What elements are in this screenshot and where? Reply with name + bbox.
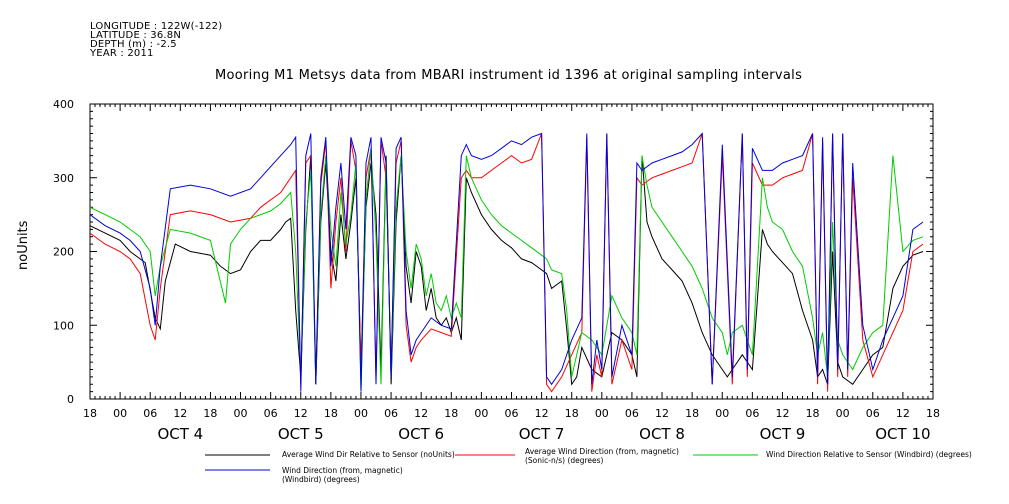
- x-day-label: OCT 5: [278, 425, 324, 443]
- x-tick-label: 00: [836, 407, 850, 420]
- latitude-label: LATITUDE : 36.8N: [90, 30, 182, 41]
- depth-label: DEPTH (m) : -2.5: [90, 39, 177, 50]
- x-day-label: OCT 10: [875, 425, 930, 443]
- x-tick-label: 06: [866, 407, 880, 420]
- x-day-label: OCT 8: [639, 425, 685, 443]
- x-tick-label: 06: [384, 407, 398, 420]
- series-line-0: [90, 155, 924, 386]
- x-tick-label: 12: [294, 407, 308, 420]
- x-tick-label: 18: [324, 407, 338, 420]
- series-line-1: [90, 133, 924, 393]
- x-tick-label: 12: [896, 407, 910, 420]
- x-tick-label: 18: [565, 407, 579, 420]
- y-tick-label: 0: [67, 393, 74, 406]
- x-day-label: OCT 6: [398, 425, 444, 443]
- x-day-label: OCT 7: [519, 425, 565, 443]
- x-tick-label: 18: [806, 407, 820, 420]
- y-tick-label: 300: [53, 172, 74, 185]
- y-tick-label: 400: [53, 98, 74, 111]
- x-tick-label: 12: [655, 407, 669, 420]
- x-tick-label: 06: [505, 407, 519, 420]
- x-tick-label: 18: [444, 407, 458, 420]
- x-tick-label: 12: [775, 407, 789, 420]
- legend-label-series-3: Wind Direction (from, magnetic) (Windbir…: [282, 466, 403, 484]
- x-tick-label: 12: [535, 407, 549, 420]
- x-tick-label: 00: [234, 407, 248, 420]
- x-tick-label: 00: [715, 407, 729, 420]
- x-tick-label: 06: [625, 407, 639, 420]
- legend-label-series-0: Average Wind Dir Relative to Sensor (noU…: [282, 450, 455, 459]
- series-line-2: [90, 148, 924, 392]
- x-tick-label: 12: [414, 407, 428, 420]
- chart-title: Mooring M1 Metsys data from MBARI instru…: [215, 68, 803, 83]
- legend-label-series-2: Wind Direction Relative to Sensor (Windb…: [766, 450, 972, 459]
- x-tick-label: 12: [173, 407, 187, 420]
- series-line-3: [90, 132, 924, 392]
- x-tick-label: 00: [354, 407, 368, 420]
- x-tick-label: 06: [264, 407, 278, 420]
- x-day-label: OCT 9: [760, 425, 806, 443]
- y-tick-label: 200: [53, 246, 74, 259]
- year-label: YEAR : 2011: [90, 48, 154, 59]
- x-tick-label: 06: [143, 407, 157, 420]
- x-tick-label: 00: [113, 407, 127, 420]
- x-tick-label: 00: [474, 407, 488, 420]
- x-tick-label: 06: [745, 407, 759, 420]
- plot-frame: [89, 103, 934, 400]
- x-tick-label: 18: [926, 407, 940, 420]
- legend-label-series-1: Average Wind Direction (from, magnetic) …: [525, 447, 679, 465]
- x-tick-label: 18: [83, 407, 97, 420]
- y-tick-label: 100: [53, 319, 74, 332]
- longitude-label: LONGITUDE : 122W(-122): [90, 21, 223, 32]
- x-tick-label: 18: [203, 407, 217, 420]
- x-tick-label: 00: [595, 407, 609, 420]
- x-tick-label: 18: [685, 407, 699, 420]
- x-day-label: OCT 4: [157, 425, 203, 443]
